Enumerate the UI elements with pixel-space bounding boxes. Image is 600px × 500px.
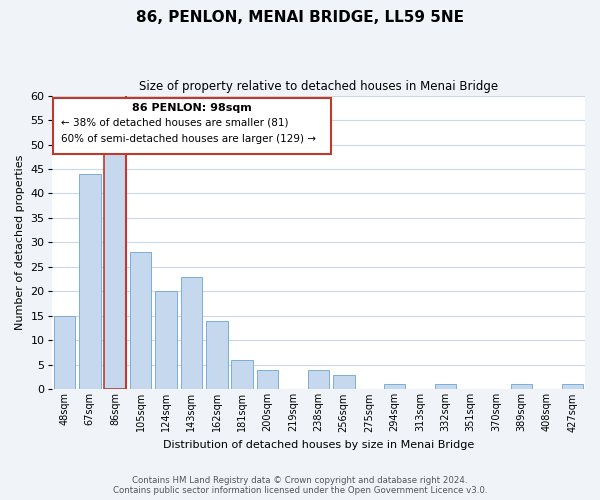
- X-axis label: Distribution of detached houses by size in Menai Bridge: Distribution of detached houses by size …: [163, 440, 474, 450]
- Bar: [79, 174, 101, 390]
- Bar: [130, 252, 151, 390]
- Bar: [434, 384, 456, 390]
- Bar: [104, 144, 126, 390]
- Bar: [181, 277, 202, 390]
- Bar: [562, 384, 583, 390]
- Bar: [511, 384, 532, 390]
- Bar: [206, 321, 227, 390]
- Y-axis label: Number of detached properties: Number of detached properties: [15, 155, 25, 330]
- Bar: [333, 374, 355, 390]
- Bar: [308, 370, 329, 390]
- Bar: [53, 316, 75, 390]
- Bar: [155, 292, 177, 390]
- Bar: [53, 98, 331, 154]
- Bar: [232, 360, 253, 390]
- Text: 86, PENLON, MENAI BRIDGE, LL59 5NE: 86, PENLON, MENAI BRIDGE, LL59 5NE: [136, 10, 464, 25]
- Text: 60% of semi-detached houses are larger (129) →: 60% of semi-detached houses are larger (…: [61, 134, 316, 143]
- Title: Size of property relative to detached houses in Menai Bridge: Size of property relative to detached ho…: [139, 80, 498, 93]
- Bar: [257, 370, 278, 390]
- Text: ← 38% of detached houses are smaller (81): ← 38% of detached houses are smaller (81…: [61, 118, 288, 128]
- Text: 86 PENLON: 98sqm: 86 PENLON: 98sqm: [132, 103, 252, 113]
- Bar: [384, 384, 406, 390]
- Text: Contains HM Land Registry data © Crown copyright and database right 2024.
Contai: Contains HM Land Registry data © Crown c…: [113, 476, 487, 495]
